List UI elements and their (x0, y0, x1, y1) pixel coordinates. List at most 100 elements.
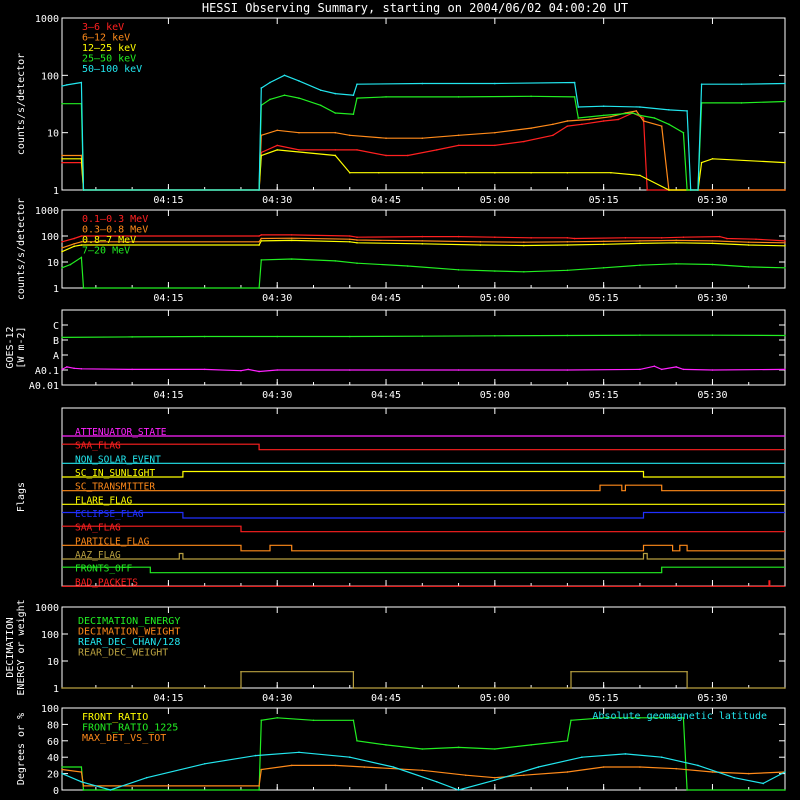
data-point (784, 82, 786, 85)
series-line (62, 110, 785, 191)
y-tick-label: A0.01 (29, 381, 59, 392)
flag-label: SAA_FLAG (75, 523, 121, 534)
data-point (639, 240, 641, 242)
data-point (624, 753, 627, 755)
data-point (573, 81, 576, 84)
data-point (80, 240, 83, 243)
legend-entry: 7–20 MeV (82, 246, 130, 257)
y-axis-label: GOES-12 (5, 326, 16, 368)
data-point (566, 120, 569, 122)
data-point (755, 238, 757, 241)
x-tick-label: 04:30 (262, 693, 292, 704)
x-tick-label: 04:15 (153, 693, 183, 704)
data-point (352, 113, 355, 115)
data-point (668, 189, 670, 191)
data-point (494, 236, 496, 238)
panel-frame (61, 707, 786, 791)
data-point (602, 105, 605, 107)
data-point (747, 266, 750, 268)
data-point (642, 117, 645, 119)
data-point (254, 754, 257, 757)
y-axis-label: Flags (16, 482, 27, 512)
data-point (356, 239, 358, 241)
data-point (334, 131, 337, 134)
data-point (635, 110, 638, 112)
data-point (260, 719, 263, 722)
data-point (356, 83, 358, 86)
legend-entry: 0.8–7 MeV (82, 235, 136, 246)
data-point (588, 118, 590, 121)
y-tick-label: C (53, 321, 59, 332)
flag-line (62, 511, 785, 519)
data-point (385, 744, 387, 746)
flag-label: SC_IN_SUNLIGHT (75, 468, 155, 479)
data-point (711, 263, 714, 266)
y-tick-label: 0 (53, 786, 59, 797)
x-tick-label: 04:15 (153, 293, 183, 304)
panel-frame (61, 309, 786, 386)
data-point (570, 670, 572, 673)
data-point (82, 189, 85, 191)
data-point (682, 368, 685, 371)
legend-entry: REAR_DEC_WEIGHT (78, 648, 168, 659)
data-point (494, 776, 496, 779)
data-point (675, 767, 677, 770)
data-point (686, 110, 688, 112)
y-tick-label: 10 (47, 129, 59, 140)
x-tick-label: 05:30 (697, 293, 727, 304)
data-point (334, 260, 337, 262)
data-point (577, 106, 580, 108)
x-tick-label: 04:30 (262, 293, 292, 304)
series-line (61, 256, 786, 289)
data-point (436, 149, 438, 151)
data-point (290, 237, 293, 240)
data-point (356, 97, 358, 99)
legend-entry: 12–25 keV (82, 43, 136, 54)
y-tick-label: A0.1 (35, 366, 59, 377)
data-point (334, 149, 337, 151)
data-point (385, 96, 387, 98)
data-point (66, 84, 68, 86)
flag-label: BAD_PACKETS (75, 577, 138, 588)
data-point (61, 250, 63, 253)
data-point (258, 287, 260, 289)
data-point (298, 131, 300, 134)
data-point (421, 769, 424, 772)
data-point (577, 117, 580, 119)
data-point (131, 336, 133, 338)
data-point (479, 244, 482, 246)
data-point (258, 785, 260, 787)
flag-label: SC_TRANSMITTER (75, 482, 155, 493)
data-point (494, 779, 496, 781)
data-point (711, 369, 714, 371)
data-point (566, 369, 569, 371)
data-point (421, 137, 424, 140)
series-line (62, 671, 785, 689)
series-line (62, 112, 785, 191)
data-point (602, 120, 605, 122)
y-tick-label: 1 (53, 284, 59, 295)
x-tick-label: 05:15 (589, 390, 619, 401)
data-point (276, 144, 279, 147)
flag-label: NON_SOLAR_EVENT (75, 454, 161, 465)
data-point (61, 772, 63, 775)
panel-p6: 0 20 40 60 80 100 Degrees or % FRONT_RATIOFRONT… (16, 704, 786, 797)
data-point (61, 85, 63, 87)
data-point (260, 259, 263, 261)
data-point (421, 240, 424, 242)
data-point (523, 244, 525, 247)
y-tick-label: B (53, 336, 59, 347)
data-point (660, 125, 663, 127)
data-point (260, 768, 263, 771)
data-point (258, 240, 260, 243)
data-point (639, 264, 641, 267)
data-point (566, 244, 569, 246)
data-point (784, 244, 786, 247)
legend-entry: MAX_DET_VS_TOT (82, 733, 166, 744)
y-tick-label: 80 (47, 720, 59, 731)
y-axis-label: counts/s/detector (16, 198, 27, 300)
data-point (747, 772, 750, 775)
series-line (61, 237, 786, 249)
data-point (421, 235, 424, 238)
x-tick-label: 05:15 (589, 693, 619, 704)
